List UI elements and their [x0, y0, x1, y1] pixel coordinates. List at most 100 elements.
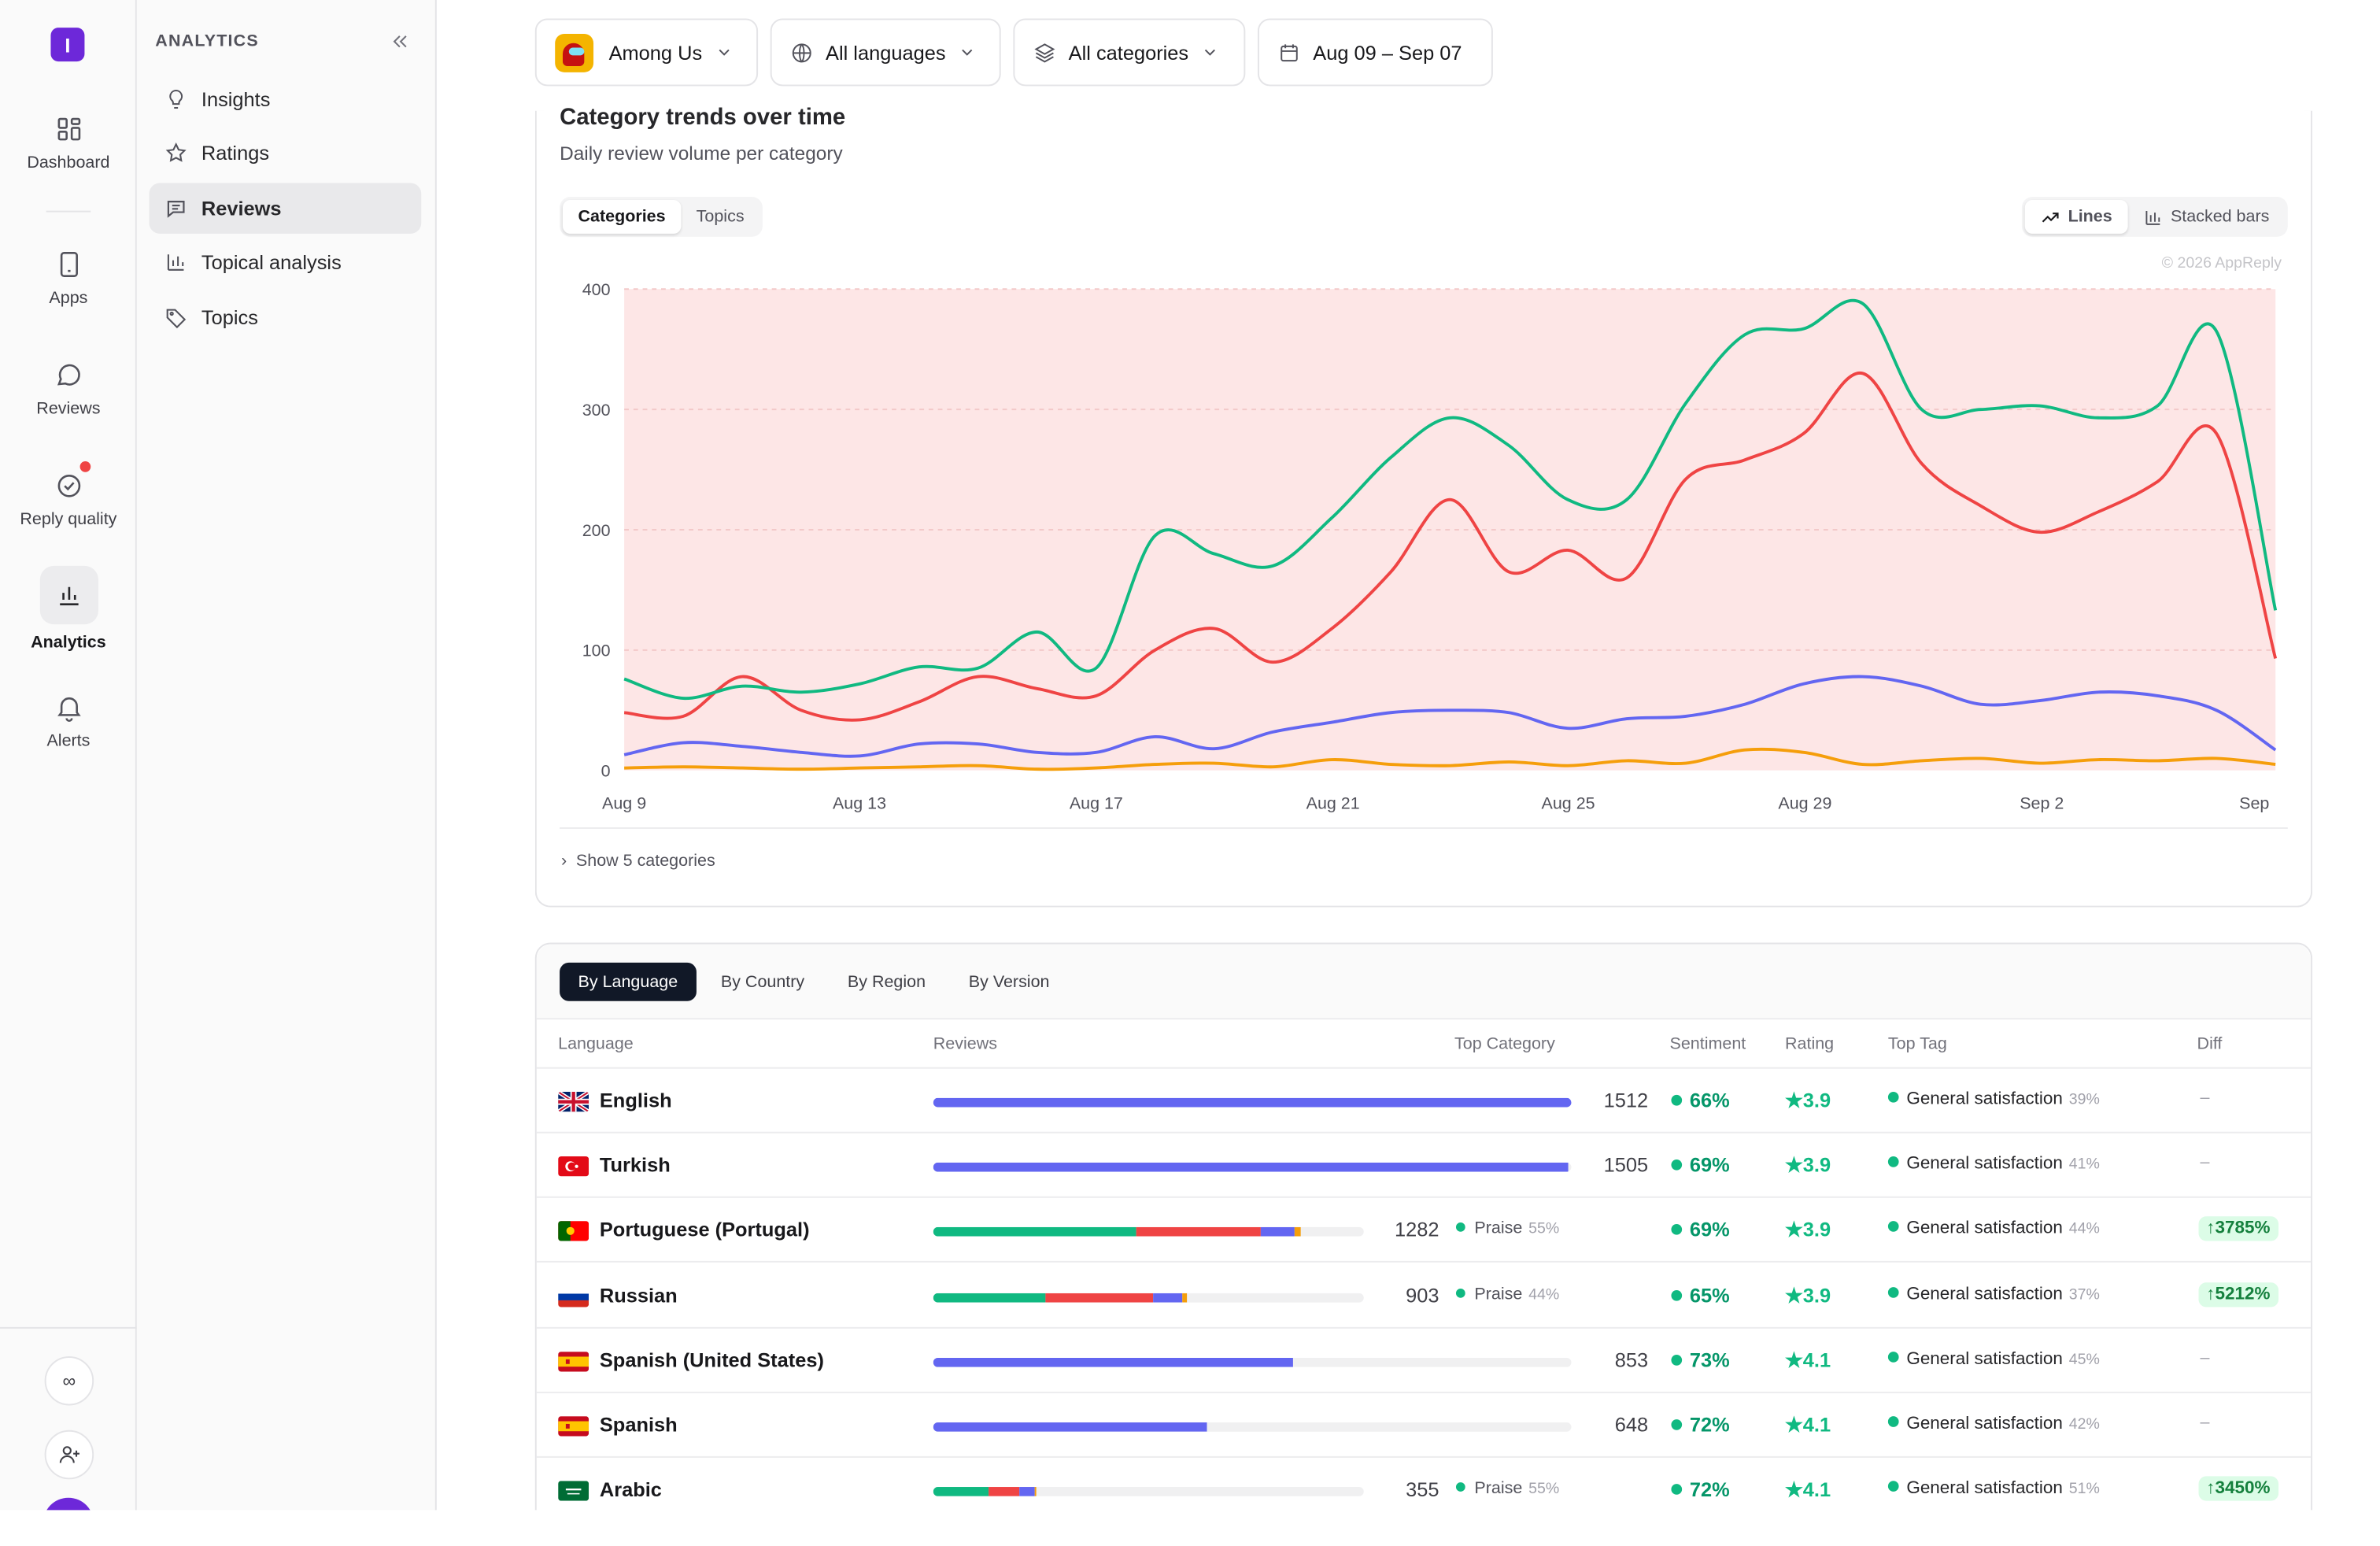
mode-stacked-label: Stacked bars — [2170, 207, 2270, 227]
table-row[interactable]: Turkish 1505 69% ★3.9 General satisfaction 41… — [536, 1134, 2312, 1199]
card-subtitle: Daily review volume per category — [560, 142, 843, 165]
reviews-bar — [933, 1163, 1572, 1172]
star-icon — [165, 142, 187, 162]
tab-by-country[interactable]: By Country — [720, 972, 805, 992]
collapse-sidebar-icon[interactable] — [389, 31, 410, 52]
col-diff[interactable]: Diff — [2197, 1034, 2223, 1054]
top-category: Praise 55% — [1455, 1479, 1559, 1499]
table-header: Language Reviews Top Category Sentiment … — [536, 1018, 2312, 1069]
tab-topics[interactable]: Topics — [696, 207, 745, 227]
col-reviews[interactable]: Reviews — [933, 1034, 997, 1054]
language-name: Turkish — [599, 1153, 671, 1177]
series-line — [623, 675, 2277, 758]
status-dot — [1671, 1160, 1683, 1171]
sentiment-pct: 66% — [1689, 1089, 1730, 1112]
col-language[interactable]: Language — [558, 1034, 634, 1054]
language-filter-label: All languages — [826, 40, 946, 65]
show-categories-toggle[interactable]: › Show 5 categories — [561, 852, 715, 870]
globe-icon — [792, 43, 811, 62]
sidebar-item-insights[interactable]: Insights — [149, 74, 421, 124]
table-row[interactable]: Arabic 355 Praise 55% 72% ★4.1 General satisfa… — [537, 1458, 2311, 1510]
user-avatar[interactable]: J — [42, 1497, 94, 1511]
sentiment-value: 72% — [1671, 1413, 1730, 1437]
table-row[interactable]: Portuguese (Portugal) 1282 Praise 55% 69% ★3.… — [536, 1199, 2312, 1263]
chevron-right-icon: › — [561, 852, 567, 871]
top-category-label: Praise — [1474, 1479, 1523, 1499]
infinity-button[interactable]: ∞ — [44, 1356, 94, 1406]
x-tick-label: Sep 2 — [2020, 794, 2064, 813]
chevron-down-icon — [962, 49, 973, 56]
rail-item-alerts[interactable]: Alerts — [0, 692, 137, 750]
dashboard-icon — [57, 117, 80, 141]
rail-item-analytics[interactable]: Analytics — [0, 565, 137, 652]
top-tag-label: General satisfaction — [1906, 1285, 2063, 1304]
app-selector[interactable]: Among Us — [534, 18, 759, 87]
icon-rail: I Dashboard Apps Reviews Reply quality A… — [0, 0, 137, 1511]
col-rating[interactable]: Rating — [1785, 1034, 1835, 1054]
reviews-bar — [933, 1097, 1572, 1108]
category-filter[interactable]: All categories — [1013, 18, 1246, 87]
table-row[interactable]: English 1512 66% ★3.9 General satisfaction 39… — [536, 1069, 2312, 1134]
language-name: Spanish (United States) — [599, 1348, 824, 1372]
y-tick-label: 200 — [582, 521, 611, 540]
rating-value: ★3.9 — [1785, 1153, 1831, 1178]
mode-lines[interactable]: Lines — [2024, 199, 2128, 234]
top-tag-label: General satisfaction — [1906, 1415, 2063, 1433]
top-tag-label: General satisfaction — [1906, 1090, 2063, 1109]
diff-badge: – — [2200, 1348, 2210, 1367]
check-badge-icon — [57, 474, 80, 497]
rail-item-apps[interactable]: Apps — [0, 249, 137, 308]
col-sentiment[interactable]: Sentiment — [1669, 1034, 1746, 1054]
table-row[interactable]: Spanish 648 72% ★4.1 General satisfaction 42%… — [536, 1393, 2312, 1458]
flag-icon — [558, 1351, 589, 1372]
language-name: Spanish — [599, 1413, 678, 1437]
tab-by-region[interactable]: By Region — [847, 972, 926, 992]
sidebar-item-reviews[interactable]: Reviews — [149, 183, 422, 234]
sidebar-item-topics[interactable]: Topics — [149, 292, 421, 342]
bell-icon — [57, 697, 80, 722]
category-trends-card: Category trends over time Daily review v… — [534, 105, 2313, 908]
language-filter[interactable]: All languages — [770, 18, 1001, 87]
col-top-tag[interactable]: Top Tag — [1887, 1034, 1947, 1054]
top-tag-pct: 44% — [2068, 1221, 2100, 1239]
diff-badge: – — [2200, 1089, 2210, 1108]
rail-label: Alerts — [46, 731, 91, 751]
copyright-watermark: © 2026 AppReply — [2161, 255, 2282, 272]
chat-bubble-icon — [56, 364, 79, 386]
app-logo[interactable]: I — [50, 28, 85, 62]
table-row[interactable]: Spanish (United States) 853 73% ★4.1 General… — [536, 1328, 2312, 1393]
tab-by-version[interactable]: By Version — [968, 972, 1050, 992]
rail-divider — [0, 1326, 137, 1329]
status-dot — [1671, 1289, 1683, 1300]
series-line — [623, 372, 2278, 722]
rail-item-reviews[interactable]: Reviews — [0, 360, 137, 418]
rating-value: ★3.9 — [1785, 1283, 1831, 1307]
rail-item-reply-quality[interactable]: Reply quality — [0, 461, 137, 529]
review-count: 355 — [1406, 1478, 1439, 1501]
bar-segment — [933, 1227, 1136, 1237]
sentiment-value: 69% — [1671, 1219, 1730, 1241]
top-tag-pct: 37% — [2068, 1286, 2100, 1304]
top-tag: General satisfaction 42% — [1887, 1415, 2100, 1433]
tab-by-language[interactable]: By Language — [560, 962, 697, 1001]
sidebar-item-topical-analysis[interactable]: Topical analysis — [149, 237, 421, 287]
table-row[interactable]: Russian 903 Praise 44% 65% ★3.9 General satisf… — [536, 1263, 2312, 1329]
rating-value: ★4.1 — [1785, 1348, 1831, 1373]
status-dot — [1671, 1354, 1683, 1366]
tab-categories[interactable]: Categories — [562, 199, 682, 234]
language-name: English — [599, 1089, 672, 1112]
chevron-down-icon — [1204, 49, 1216, 56]
col-top-category[interactable]: Top Category — [1454, 1034, 1555, 1054]
divider — [560, 827, 2288, 829]
app-selector-label: Among Us — [608, 40, 703, 65]
bar-segment — [1295, 1227, 1302, 1237]
invite-user-button[interactable] — [44, 1429, 94, 1480]
sidebar-heading: ANALYTICS — [155, 32, 259, 51]
rail-item-dashboard[interactable]: Dashboard — [0, 114, 137, 172]
date-range-picker[interactable]: Aug 09 – Sep 07 — [1257, 18, 1493, 87]
mode-stacked-bars[interactable]: Stacked bars — [2127, 200, 2285, 234]
flag-icon — [558, 1286, 589, 1307]
analytics-sidebar: ANALYTICS Insights Ratings Reviews Topic… — [136, 0, 437, 1511]
sidebar-item-ratings[interactable]: Ratings — [149, 128, 421, 178]
sentiment-value: 66% — [1671, 1089, 1730, 1112]
